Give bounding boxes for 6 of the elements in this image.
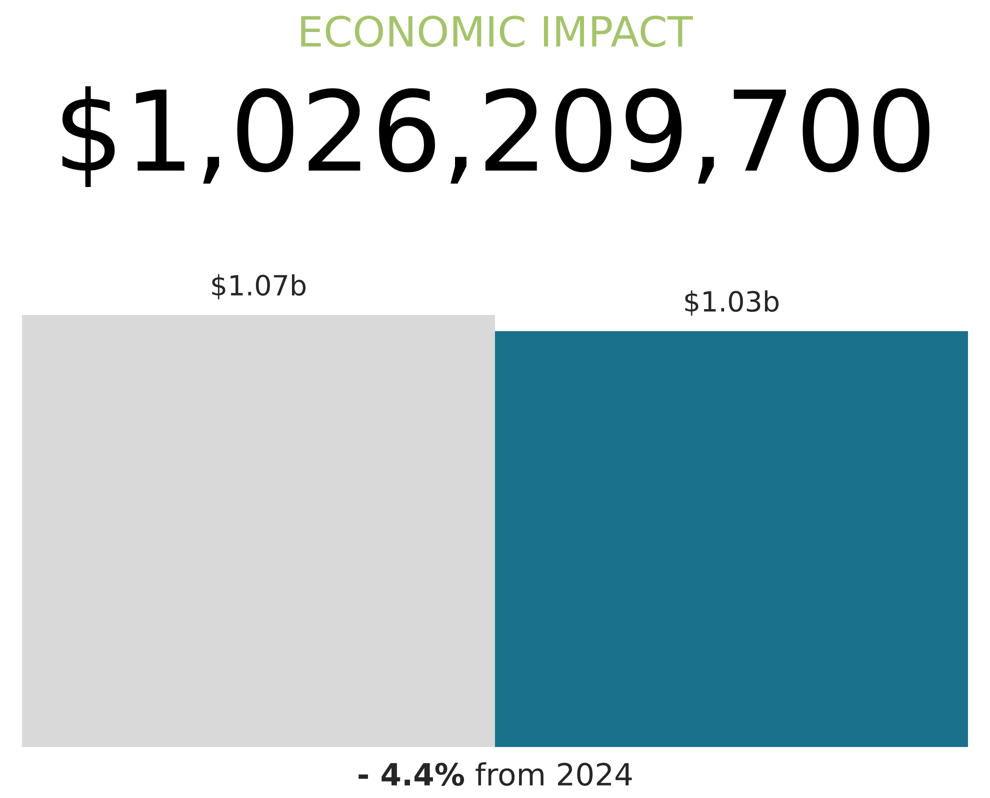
data-label: $1.03b — [685, 290, 779, 316]
text: from 2024 — [476, 762, 632, 786]
chart-subtitle: $1,026,209,700 — [62, 86, 930, 187]
data-label: $1.07b — [212, 274, 306, 300]
chart-title: ECONOMIC IMPACT — [301, 16, 694, 48]
text: - 4.4% — [358, 762, 464, 786]
